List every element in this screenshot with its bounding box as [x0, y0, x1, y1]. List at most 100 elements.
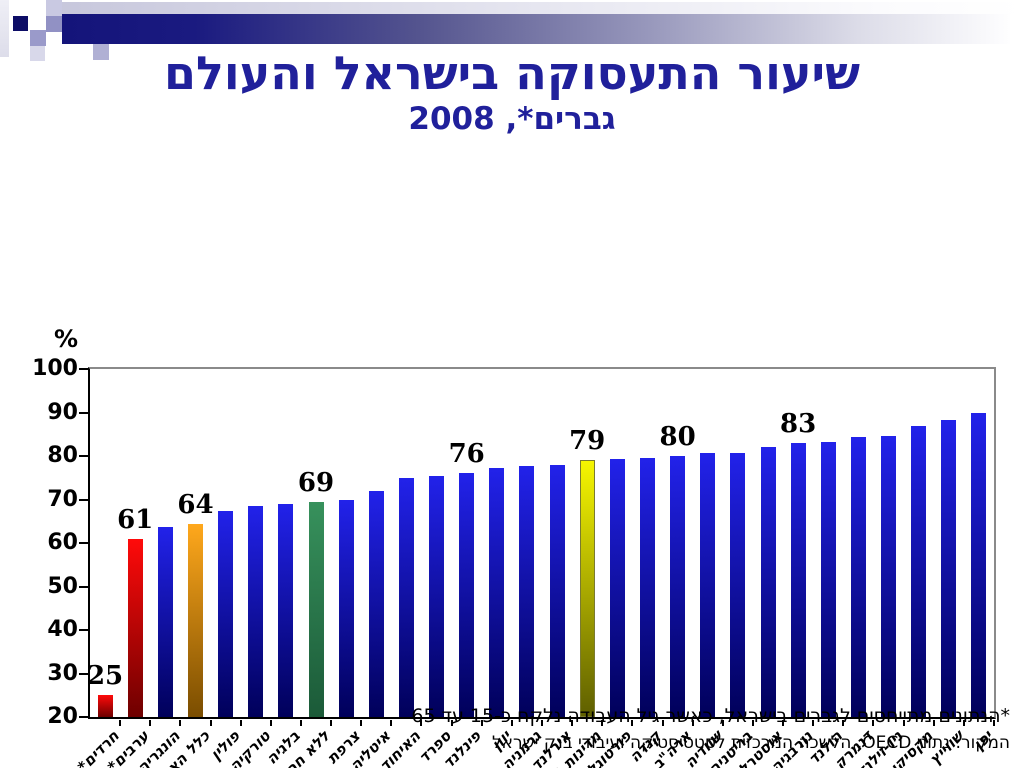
y-tick-label: 90: [47, 399, 78, 425]
bar-value-label: 80: [659, 422, 696, 452]
y-tick-mark: [79, 498, 88, 501]
chart-bar: [700, 453, 716, 717]
decorative-square: [30, 30, 46, 46]
x-tick-mark: [330, 720, 333, 726]
x-tick-mark: [269, 720, 272, 726]
chart-bar: [127, 538, 143, 717]
x-tick-mark: [691, 720, 694, 726]
y-axis-unit-label: %: [53, 325, 78, 353]
bar-value-label: 61: [117, 504, 154, 535]
decorative-square: [13, 16, 28, 31]
chart-bar: [850, 437, 866, 717]
x-tick-mark: [631, 720, 634, 726]
x-tick-mark: [360, 720, 363, 726]
x-tick-mark: [119, 720, 122, 726]
y-tick-mark: [79, 716, 88, 718]
x-tick-mark: [209, 720, 212, 726]
chart-bar: [459, 473, 475, 717]
title-block: שיעור התעסוקה בישראל והעולם גברים*, 2008: [0, 48, 1024, 138]
y-tick-label: 100: [32, 356, 78, 381]
chart-bar: [368, 490, 384, 717]
chart-bar: [670, 456, 686, 717]
x-tick-mark: [390, 720, 393, 726]
chart-bar: [278, 503, 294, 717]
chart-bar: [579, 460, 595, 717]
chart-bar: [820, 441, 836, 717]
y-tick-mark: [79, 585, 88, 588]
y-tick-mark: [79, 629, 88, 631]
y-tick-mark: [79, 411, 88, 414]
decorative-square: [30, 46, 45, 61]
y-tick-label: 40: [47, 617, 78, 642]
chart-bar: [489, 468, 505, 717]
chart-bar: [609, 459, 625, 717]
chart-bar: [971, 412, 987, 717]
chart-bar: [549, 465, 565, 717]
bar-value-label: 69: [297, 468, 335, 499]
y-tick-mark: [79, 672, 88, 675]
x-tick-mark: [932, 720, 935, 726]
x-tick-mark: [299, 720, 302, 726]
x-tick-mark: [993, 720, 995, 726]
bar-value-label: 79: [569, 426, 606, 457]
x-tick-mark: [782, 720, 785, 726]
chart-bar: [941, 420, 957, 717]
chart-bar: [730, 452, 746, 717]
y-tick-mark: [79, 455, 88, 457]
x-tick-mark: [872, 720, 875, 726]
footnote-line-2: המקור: נתוני OECD, הלשכה המרכזית לסטטיסט…: [492, 732, 1010, 753]
bar-value-label: 64: [177, 490, 214, 521]
x-tick-mark: [179, 720, 182, 726]
x-tick-mark: [601, 720, 604, 726]
y-tick-mark: [79, 542, 88, 544]
x-tick-mark: [510, 720, 513, 726]
x-tick-mark: [661, 720, 664, 726]
chart-bar: [338, 500, 354, 717]
page-subtitle: גברים*, 2008: [408, 100, 616, 137]
x-tick-mark: [420, 720, 423, 726]
chart-bar: [639, 457, 655, 717]
x-tick-mark: [450, 720, 453, 726]
y-tick-label: 50: [47, 573, 78, 599]
chart-bar: [790, 442, 806, 717]
chart-bar: [760, 447, 776, 717]
x-tick-mark: [962, 720, 965, 726]
y-tick-label: 30: [47, 660, 78, 686]
y-tick-label: 60: [47, 530, 78, 555]
chart-bar: [157, 527, 173, 717]
x-tick-mark: [721, 720, 724, 726]
chart-bar: [187, 524, 203, 717]
x-tick-mark: [239, 720, 242, 726]
chart-bar: [911, 425, 927, 717]
x-tick-mark: [751, 720, 754, 726]
chart-bar: [881, 436, 897, 717]
bar-value-label: 83: [780, 408, 817, 439]
header-gradient-strip: [55, 2, 1024, 14]
decorative-square: [46, 0, 62, 16]
chart-bar: [218, 510, 234, 717]
decorative-square: [46, 16, 62, 32]
y-tick-label: 20: [47, 704, 78, 729]
footnote-line-1: *הנתונים מתייחסים לגברים בישראל, כאשר גי…: [411, 705, 1010, 727]
x-tick-mark: [541, 720, 543, 726]
x-tick-mark: [812, 720, 815, 726]
y-tick-label: 80: [47, 443, 78, 468]
decorative-square: [93, 44, 109, 60]
y-tick-mark: [79, 368, 88, 370]
chart-bar: [97, 695, 113, 717]
chart-bar: [519, 466, 535, 717]
chart-bar: [398, 477, 414, 717]
plot-area: 25 61 64 69 76 79 80 83: [87, 367, 996, 726]
chart-bar: [248, 506, 264, 717]
x-tick-mark: [149, 720, 152, 726]
footnote: *הנתונים מתייחסים לגברים בישראל, כאשר גי…: [411, 702, 1010, 756]
x-tick-mark: [480, 720, 483, 726]
x-tick-mark: [571, 720, 574, 726]
chart-bar: [308, 502, 324, 717]
x-tick-mark: [902, 720, 905, 726]
x-tick-mark: [842, 720, 845, 726]
y-tick-label: 70: [47, 486, 78, 512]
chart-bar: [429, 476, 445, 717]
header-gradient-bar: [62, 14, 1010, 44]
